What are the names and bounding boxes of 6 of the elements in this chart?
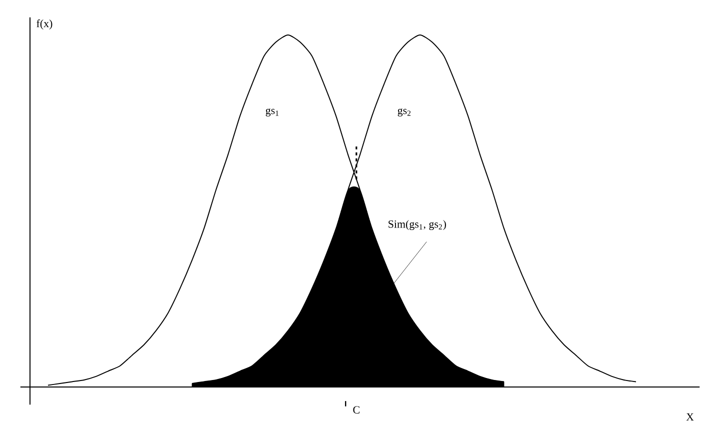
annotation: Sim(gs$_{1}$, gs$_{2}$)	[388, 220, 446, 230]
text: C	[353, 406, 360, 414]
series-label: gs$_{2}$	[398, 108, 411, 116]
series-label: gs$_{1}$	[266, 108, 278, 116]
x-axis-title: X	[686, 413, 694, 421]
y-axis-title: f(x)	[36, 19, 52, 30]
